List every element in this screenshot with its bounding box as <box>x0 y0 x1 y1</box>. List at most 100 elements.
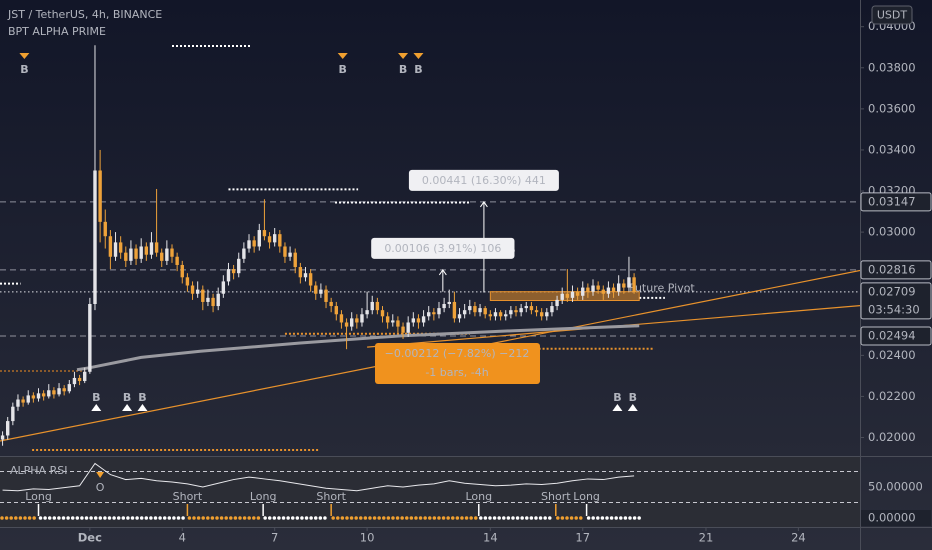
candle-body <box>221 281 226 294</box>
currency-label[interactable]: USDT <box>877 9 908 22</box>
candle-body <box>180 264 184 278</box>
x-tick-label: 4 <box>179 531 186 545</box>
candle-body <box>375 301 380 311</box>
candle-body <box>627 277 631 288</box>
candle-body <box>118 242 123 253</box>
last-price-label: 0.02709 <box>868 284 916 298</box>
signal-label: B <box>20 63 28 76</box>
candle-body <box>411 318 416 323</box>
measure-arrowhead <box>480 201 488 208</box>
candle-body <box>421 316 426 323</box>
y-tick-label: 0.02400 <box>868 348 916 362</box>
signal-label: B <box>92 391 100 404</box>
x-tick-label: 14 <box>483 531 498 545</box>
signal-arrow <box>337 53 348 59</box>
candle-body <box>72 377 77 385</box>
x-tick-label: Dec <box>78 531 102 545</box>
currency-button[interactable] <box>871 5 913 25</box>
candle-body <box>237 258 241 274</box>
candle-body <box>185 277 190 286</box>
axes: 0.040000.038000.036000.034000.032000.030… <box>78 19 932 545</box>
candle-body <box>539 312 544 317</box>
candle-body <box>206 297 210 302</box>
candle-body <box>581 287 585 296</box>
x-tick-label: 24 <box>791 531 806 545</box>
candle-body <box>488 314 493 317</box>
candle-body <box>319 289 323 294</box>
candle-body <box>6 421 10 436</box>
candle-body <box>545 312 549 317</box>
chart-title: JST / TetherUS, 4h, BINANCE <box>7 8 162 21</box>
candle-body <box>57 388 61 395</box>
candle-body <box>298 267 303 278</box>
candle-body <box>77 377 82 382</box>
candle-body <box>83 371 87 382</box>
price-label-box <box>860 260 932 280</box>
candle-body <box>93 170 97 304</box>
candle-body <box>355 318 359 323</box>
range-box <box>375 343 540 384</box>
candle-body <box>616 283 621 292</box>
price-label: 0.02816 <box>868 262 916 276</box>
candle-body <box>21 399 25 403</box>
signal-arrow <box>122 404 133 411</box>
candle-body <box>252 240 256 247</box>
candle-body <box>509 310 513 315</box>
candle-body <box>632 277 636 292</box>
price-label: 0.02494 <box>868 329 916 343</box>
signal-arrow <box>627 404 638 411</box>
rsi-tick-label: 50.00000 <box>868 480 923 494</box>
signal-arrow <box>398 53 409 59</box>
candle-body <box>278 234 282 247</box>
rsi-tick-label: 0.00000 <box>868 511 916 525</box>
candle-body <box>108 236 113 257</box>
candle-body <box>201 289 205 302</box>
price-label-box <box>860 192 932 212</box>
signal-arrow <box>137 404 148 411</box>
candle-body <box>447 301 451 304</box>
measure-label: 0.00106 (3.91%) 106 <box>384 242 501 255</box>
candle-body <box>154 242 159 253</box>
x-tick-label: 10 <box>360 531 375 545</box>
y-tick-label: 0.02000 <box>868 430 916 444</box>
candle-body <box>36 393 41 399</box>
candle-body <box>524 306 528 309</box>
signal-label: B <box>613 391 621 404</box>
rsi-marker-arrow <box>96 472 105 478</box>
y-tick-label: 0.03800 <box>868 60 916 74</box>
rsi-tick-box <box>861 510 931 526</box>
candle-body <box>98 170 102 222</box>
candle-body <box>396 320 400 327</box>
candle-body <box>350 318 354 327</box>
signal-label: B <box>123 391 131 404</box>
signal-arrow <box>91 404 102 411</box>
x-tick-label: 17 <box>575 531 590 545</box>
candle-body <box>380 310 385 317</box>
candle-body <box>432 312 436 315</box>
candle-body <box>452 301 457 319</box>
signal-label: B <box>138 391 146 404</box>
indicator-name: BPT ALPHA PRIME <box>8 25 106 38</box>
candle-body <box>514 310 518 313</box>
candle-body <box>457 314 462 319</box>
candle-body <box>385 316 390 323</box>
measure-box <box>408 169 559 191</box>
y-tick-label: 0.03000 <box>868 225 916 239</box>
candle-body <box>437 308 441 315</box>
candle-body <box>144 246 149 255</box>
candle-body <box>339 314 344 323</box>
candle-body <box>257 230 261 247</box>
price-label: 0.03147 <box>868 194 916 208</box>
x-tick-label: 21 <box>699 531 714 545</box>
x-tick-label: 7 <box>271 531 278 545</box>
candle-body <box>26 395 30 403</box>
candle-body <box>124 252 128 261</box>
candle-body <box>622 283 626 288</box>
candle-body <box>170 248 174 257</box>
candle-body <box>586 287 590 292</box>
candle-body <box>149 242 154 255</box>
candle-body <box>468 306 472 311</box>
signal-label: B <box>629 391 637 404</box>
